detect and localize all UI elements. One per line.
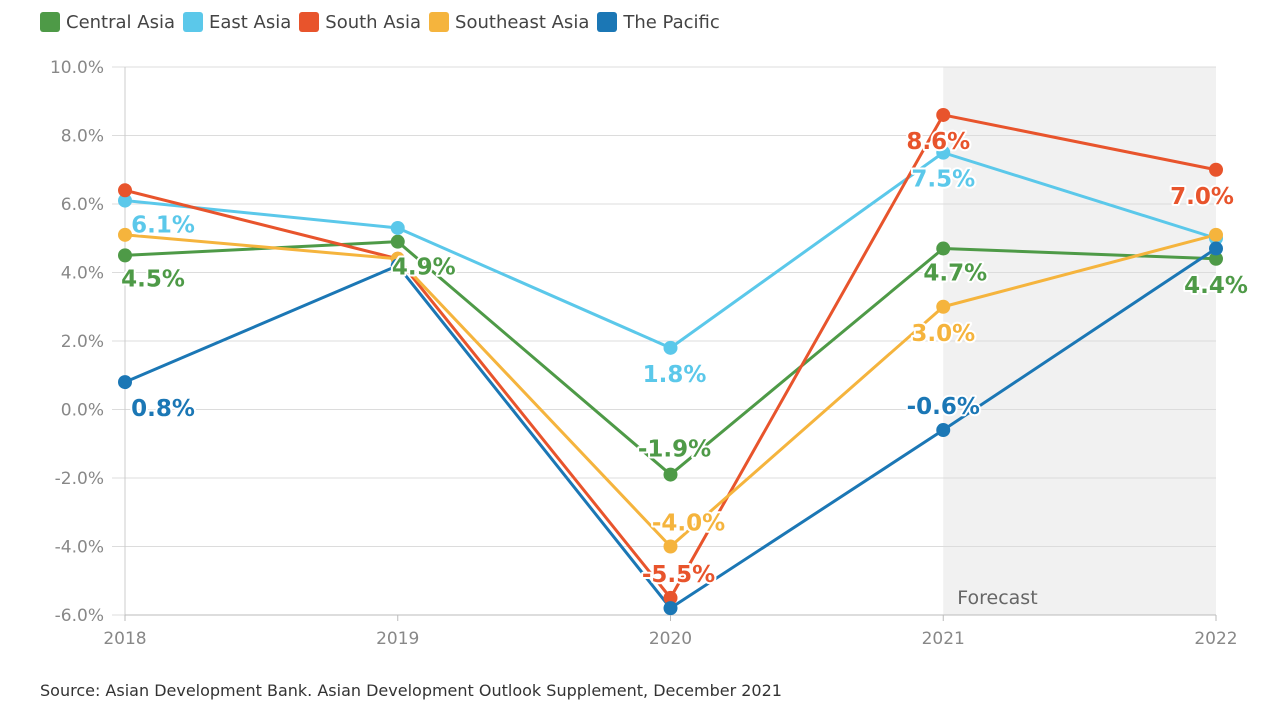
legend-swatch bbox=[597, 12, 618, 32]
legend-label: Southeast Asia bbox=[455, 11, 590, 33]
y-tick-label: -4.0% bbox=[55, 538, 104, 558]
data-point bbox=[936, 241, 951, 256]
data-label: 6.1% bbox=[131, 213, 195, 239]
legend-item: Central Asia bbox=[40, 12, 175, 33]
data-point bbox=[118, 375, 132, 390]
forecast-label: Forecast bbox=[957, 587, 1037, 609]
data-point bbox=[936, 423, 951, 438]
data-point bbox=[1209, 241, 1223, 256]
legend-item: The Pacific bbox=[597, 11, 720, 33]
data-point bbox=[663, 539, 678, 554]
data-point bbox=[390, 220, 405, 235]
legend-swatch bbox=[182, 12, 203, 32]
data-point bbox=[936, 107, 951, 122]
data-point bbox=[118, 183, 132, 198]
x-tick-label: 2018 bbox=[103, 629, 146, 649]
y-tick-label: 2.0% bbox=[61, 332, 104, 352]
legend-item: East Asia bbox=[182, 11, 292, 33]
data-label: -5.5% bbox=[642, 562, 715, 588]
data-label: 4.5% bbox=[121, 266, 185, 292]
legend-label: Central Asia bbox=[66, 11, 175, 33]
data-label: -4.0% bbox=[652, 511, 725, 537]
y-tick-label: -6.0% bbox=[55, 606, 104, 626]
legend-swatch bbox=[429, 12, 450, 32]
series-points bbox=[118, 107, 1223, 616]
data-label: -0.6% bbox=[907, 394, 980, 420]
data-point bbox=[1209, 227, 1223, 242]
data-point bbox=[936, 299, 951, 314]
legend-label: East Asia bbox=[208, 11, 292, 33]
x-tick-label: 2020 bbox=[649, 629, 692, 649]
y-tick-label: 10.0% bbox=[50, 58, 104, 78]
chart-legend: Central Asia East Asia South Asia Southeast… bbox=[40, 8, 728, 36]
data-point bbox=[936, 145, 951, 160]
x-tick-label: 2021 bbox=[922, 629, 965, 649]
legend-label: South Asia bbox=[325, 11, 422, 33]
data-point bbox=[118, 248, 132, 263]
data-label: 1.8% bbox=[643, 362, 707, 388]
data-point bbox=[118, 193, 132, 208]
data-point bbox=[663, 340, 678, 355]
grid-lines: 10.0% 8.0% 6.0% 4.0% 2.0% 0.0% -2.0% -4.0% -6.0% bbox=[50, 58, 1216, 626]
y-tick-label: 8.0% bbox=[61, 127, 104, 147]
data-label: 3.0% bbox=[911, 321, 975, 347]
data-point bbox=[663, 467, 678, 482]
legend-swatch bbox=[299, 12, 320, 32]
x-tick-label: 2022 bbox=[1194, 629, 1237, 649]
x-tick-label: 2019 bbox=[376, 629, 419, 649]
data-point bbox=[663, 590, 678, 605]
y-tick-label: -2.0% bbox=[55, 469, 104, 489]
legend-swatch bbox=[40, 12, 60, 32]
legend-item: Southeast Asia bbox=[429, 12, 589, 33]
data-point bbox=[390, 234, 405, 249]
data-label: 4.4% bbox=[1184, 273, 1248, 299]
data-labels: 4.5% 4.9% -1.9% 4.7% 4.4% 6.1% 1.8% 7.5% -5.5% 8.… bbox=[119, 127, 1250, 590]
source-note: Source: Asian Development Bank. Asian De… bbox=[40, 681, 782, 700]
legend-label: The Pacific bbox=[623, 11, 720, 33]
data-label: 8.6% bbox=[906, 129, 970, 155]
data-label: 4.9% bbox=[392, 255, 456, 281]
y-tick-label: 4.0% bbox=[61, 264, 104, 284]
data-point bbox=[1209, 251, 1223, 266]
data-label: -1.9% bbox=[638, 437, 711, 463]
data-label: 7.5% bbox=[911, 167, 975, 193]
data-point bbox=[118, 227, 132, 242]
data-point bbox=[663, 601, 678, 616]
data-label: 7.0% bbox=[1170, 184, 1234, 210]
y-tick-label: 6.0% bbox=[61, 195, 104, 215]
data-label: 0.8% bbox=[131, 396, 195, 422]
legend-item: South Asia bbox=[299, 12, 421, 33]
data-label: 4.7% bbox=[923, 261, 987, 287]
data-point bbox=[390, 258, 405, 273]
data-point bbox=[1209, 162, 1223, 177]
y-tick-label: 0.0% bbox=[61, 401, 104, 421]
